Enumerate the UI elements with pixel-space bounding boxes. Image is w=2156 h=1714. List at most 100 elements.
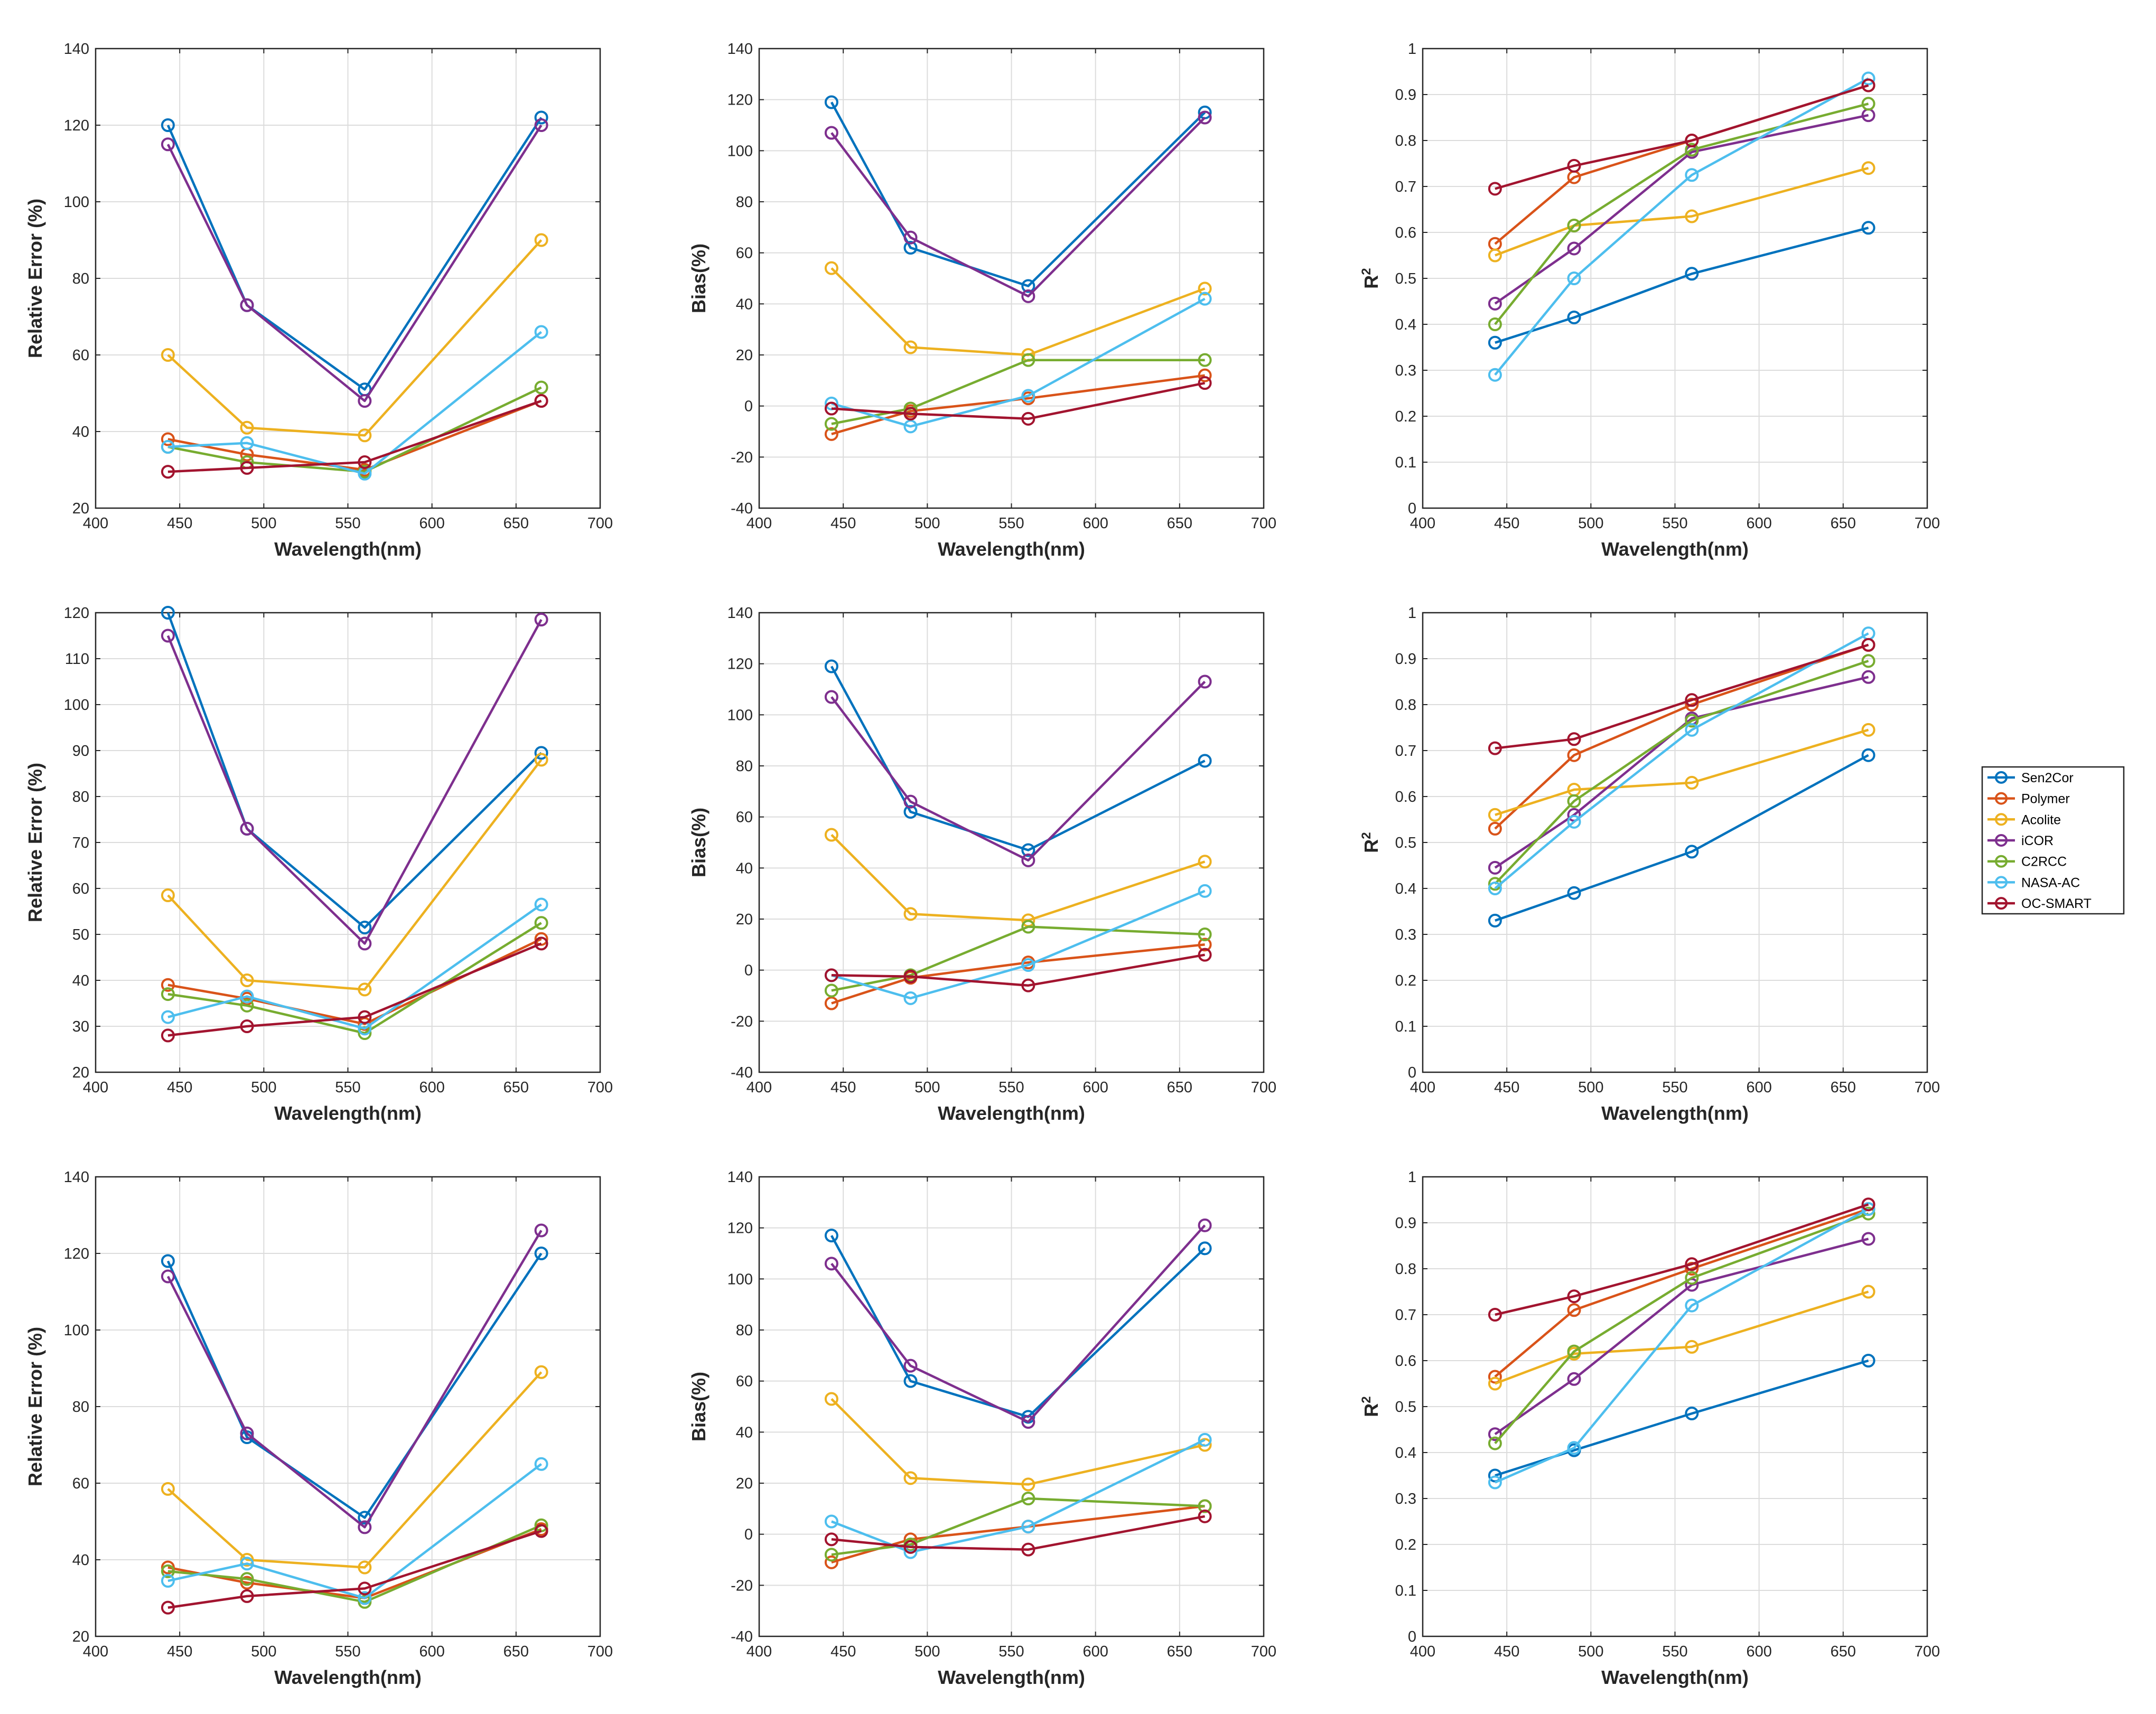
data-point-sen2cor [1021,279,1035,293]
data-point-sen2cor [903,805,918,819]
x-tick-label: 450 [830,1079,856,1096]
x-tick-label: 500 [251,1079,276,1096]
y-tick-label: 100 [64,194,89,211]
data-point-nasa-ac [1685,723,1699,737]
data-point-c2rcc [1861,1206,1875,1221]
series-line-acolite [167,239,543,437]
data-point-c2rcc [1021,353,1035,367]
y-tick-label: 0.4 [1395,316,1416,333]
data-point-c2rcc [1567,218,1581,232]
x-tick-label: 450 [167,1079,192,1096]
series-line-icor [166,124,543,402]
x-tick-label: 700 [1251,515,1276,532]
data-point-icor [534,613,548,627]
data-point-acolite [1685,1340,1699,1354]
data-point-icor [1488,860,1502,875]
data-point-oc-smart [1861,1197,1875,1212]
y-tick-label: 40 [72,972,89,989]
data-point-polymer [824,1555,838,1569]
data-point-c2rcc [1861,97,1875,111]
series-line-c2rcc [831,359,1205,425]
y-tick-label: 20 [736,911,753,928]
x-tick-label: 550 [998,1079,1024,1096]
legend: Sen2Cor Polymer Acolite iCOR C2RCC NASA-AC OC-… [1981,766,2125,915]
y-tick-label: 80 [736,194,753,211]
y-axis-label: Bias(%) [688,1372,710,1441]
y-tick-label: 1 [1408,605,1416,622]
y-tick-label: 0 [744,398,753,415]
data-point-acolite [1488,248,1502,263]
data-point-nasa-ac [1198,884,1212,898]
x-axis-label: Wavelength(nm) [1601,538,1749,560]
data-point-sen2cor [824,659,838,673]
x-tick-label: 500 [251,515,276,532]
series-line-polymer [167,399,542,471]
x-tick-label: 650 [503,1079,529,1096]
data-point-c2rcc [1198,353,1212,367]
data-point-acolite [534,753,548,767]
data-point-nasa-ac [240,436,254,450]
data-point-polymer [161,432,175,446]
y-tick-label: 0.5 [1395,835,1416,851]
y-tick-label: -20 [731,1013,753,1030]
y-tick-label: 40 [736,296,753,313]
data-point-c2rcc [240,998,254,1013]
data-point-c2rcc [534,916,548,930]
y-tick-label: 0.7 [1395,179,1416,195]
data-point-oc-smart [1685,693,1699,707]
data-point-oc-smart [161,1028,175,1043]
chart-r1c1: 400 450 500 550 600 650 700 20 40 60 80 100 120 140 Wa… [24,41,613,560]
data-point-acolite [1021,1477,1035,1492]
x-axis-label: Wavelength(nm) [938,1102,1085,1124]
data-point-icor [824,1257,838,1271]
data-point-icor [358,936,372,951]
data-point-oc-smart [1488,182,1502,196]
y-tick-label: 20 [72,1064,89,1081]
y-tick-label: 20 [736,1475,753,1492]
x-tick-label: 550 [998,515,1024,532]
data-point-nasa-ac [1567,814,1581,829]
series-line-acolite [1495,167,1869,257]
series-line-c2rcc [167,922,542,1035]
x-tick-label: 500 [914,1079,940,1096]
data-point-c2rcc [824,417,838,431]
x-tick-label: 500 [914,1643,940,1660]
data-point-oc-smart [824,401,838,416]
y-tick-label: 80 [736,758,753,775]
x-tick-label: 600 [419,1079,444,1096]
data-point-oc-smart [903,1540,918,1554]
y-tick-label: 140 [727,41,753,58]
legend-marker-nasa-ac [1995,876,2008,889]
data-point-sen2cor [1198,1241,1212,1256]
data-point-oc-smart [161,1600,175,1615]
data-point-nasa-ac [1198,1432,1212,1447]
data-point-polymer [824,996,838,1010]
data-point-sen2cor [161,1254,175,1268]
data-point-oc-smart [824,1532,838,1547]
series-line-nasa-ac [1494,632,1869,889]
y-tick-label: 0 [744,962,753,979]
data-point-oc-smart [240,461,254,475]
y-tick-label: 70 [72,835,89,851]
data-point-c2rcc [1685,714,1699,728]
data-point-oc-smart [1567,1289,1581,1304]
data-point-acolite [1488,808,1502,822]
data-point-icor [903,230,918,245]
y-tick-label: 0.1 [1395,1582,1416,1599]
series-line-nasa-ac [167,903,542,1030]
data-point-c2rcc [534,380,548,395]
chart-r1c2: 400 450 500 550 600 650 700 -40 -20 0 20 40 60 80 100 1… [688,41,1276,560]
data-point-nasa-ac [240,1557,254,1571]
data-point-c2rcc [1567,794,1581,808]
y-axis-label: Relative Error (%) [24,199,46,358]
data-point-oc-smart [903,969,918,984]
data-point-polymer [1198,368,1212,382]
data-point-polymer [824,427,838,441]
y-tick-label: 120 [727,656,753,673]
x-tick-label: 700 [1915,515,1940,532]
data-point-sen2cor [903,1374,918,1388]
series-line-nasa-ac [167,1463,542,1599]
data-point-nasa-ac [1021,389,1035,403]
data-point-icor [1198,110,1212,125]
series-line-sen2cor [1495,1359,1869,1477]
